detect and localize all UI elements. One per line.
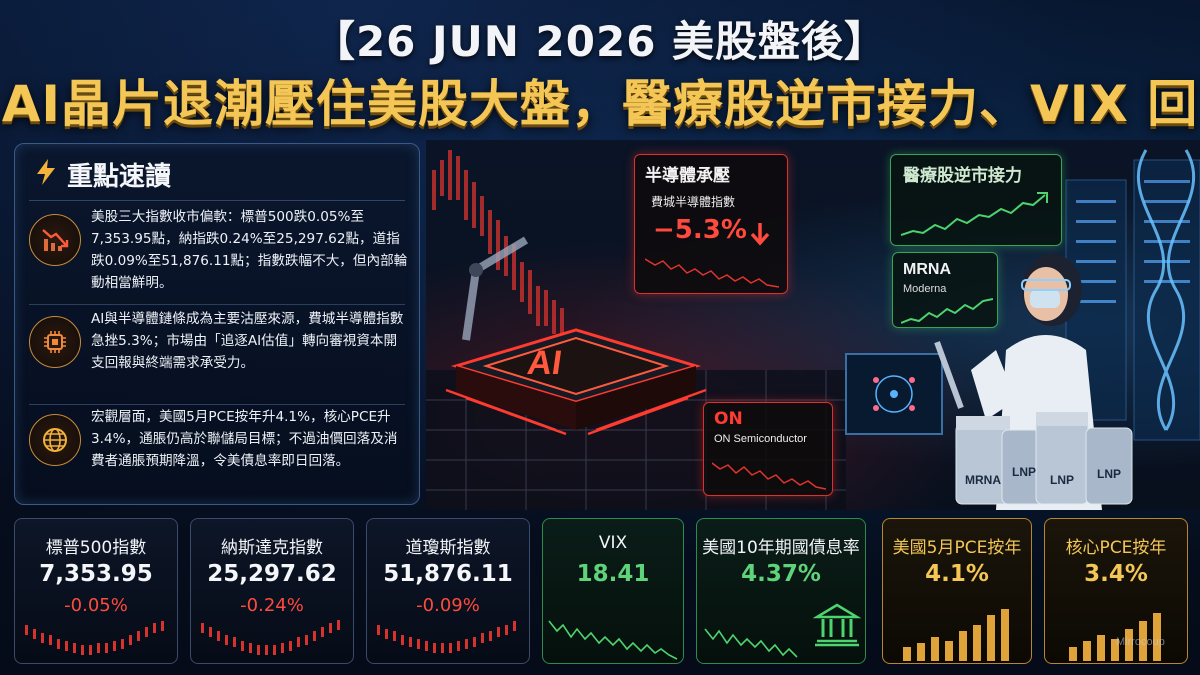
stat-label: 標普500指數 [45,538,147,558]
lightning-icon [35,158,57,190]
watermark: Mirrocoup [1116,636,1165,648]
headline: AI晶片退潮壓住美股大盤，醫療股逆市接力、VIX 回落 [1,75,1199,205]
healthcare-card: 醫療股逆市接力 [890,154,1062,246]
key-point-item: AI與半導體鏈條成為主要沽壓來源，費城半導體指數急挫5.3%；市場由「追逐AI估… [29,308,409,374]
us10y-sparkline [704,628,798,658]
stat-value: 4.1% [925,561,989,587]
stat-card-sp500: 標普500指數 7,353.95 -0.05% [14,518,178,664]
page-title: 【26 JUN 2026 美股盤後】 [312,17,888,66]
stat-value: 4.37% [741,561,821,587]
key-point-text: 美股三大指數收市偏軟：標普500跌0.05%至7,353.95點，納指跌0.24… [91,209,408,291]
divider [29,200,405,201]
sp500-candles [25,621,164,655]
on-semiconductor-card: ON ON Semiconductor [703,402,833,496]
semiconductor-card-value: −5.3% [653,215,747,245]
market-illustration: AI [426,140,1200,510]
key-points-panel: 重點速讀 美股三大指數收市偏軟：標普500跌0.05%至7,353.95點，納指… [14,143,420,505]
stat-change: -0.05% [64,595,128,616]
stat-label: VIX [598,533,628,553]
mrna-card-title: MRNA [903,261,951,278]
key-point-item: 宏觀層面，美國5月PCE按年升4.1%，核心PCE升3.4%，通脹仍高於聯儲局目… [29,406,409,472]
dow-candles [377,621,516,653]
divider [29,404,405,405]
key-point-text: 宏觀層面，美國5月PCE按年升4.1%，核心PCE升3.4%，通脹仍高於聯儲局目… [91,409,398,469]
stat-card-core-pce: 核心PCE按年 3.4% [1044,518,1188,664]
arrow-down-icon [750,223,770,246]
key-points-title: 重點速讀 [67,161,172,192]
on-card-title: ON [714,409,743,429]
divider [29,304,405,305]
healthcare-sparkline [901,192,1048,236]
header: 【26 JUN 2026 美股盤後】 AI晶片退潮壓住美股大盤，醫療股逆市接力、… [0,0,1200,205]
semiconductor-card-title: 半導體承壓 [645,166,730,186]
mrna-card-subtitle: Moderna [903,283,947,295]
server-racks [1065,159,1200,441]
vial-label: MRNA [965,473,1001,487]
bank-icon [813,603,861,647]
stat-change: -0.24% [240,595,304,616]
nasdaq-candles [201,620,340,655]
monitor-icon [845,353,943,435]
chart-down-icon [29,214,81,266]
robot-arm-icon [462,236,529,341]
stat-change: -0.09% [416,595,480,616]
semiconductor-sparkline [645,258,779,288]
stat-card-dow: 道瓊斯指數 51,876.11 -0.09% [366,518,530,664]
stat-card-nasdaq: 納斯達克指數 25,297.62 -0.24% [190,518,354,664]
stat-label: 道瓊斯指數 [405,538,491,558]
stat-label: 美國5月PCE按年 [892,538,1022,558]
chip-icon [29,316,81,368]
vials-icon [955,412,1133,505]
semiconductor-card: 半導體承壓 費城半導體指數 −5.3% [634,154,788,294]
healthcare-card-title: 醫療股逆市接力 [903,166,1022,186]
key-point-item: 美股三大指數收市偏軟：標普500跌0.05%至7,353.95點，納指跌0.24… [29,206,409,294]
mrna-card: MRNA Moderna [892,252,998,328]
stat-card-vix: VIX 18.41 [542,518,684,664]
pce-bars [903,609,1009,661]
ai-chip-icon [445,328,707,436]
vial-label: LNP [1050,473,1074,487]
dna-helix-icon [1136,149,1196,431]
chip-label: AI [525,344,564,382]
stat-card-pce: 美國5月PCE按年 4.1% [882,518,1032,664]
stat-label: 核心PCE按年 [1065,538,1167,558]
stat-label: 納斯達克指數 [221,538,323,558]
on-card-subtitle: ON Semiconductor [714,433,807,445]
core-pce-bars [1069,613,1161,661]
vial-label: LNP [1097,467,1121,481]
semiconductor-card-subtitle: 費城半導體指數 [651,195,736,209]
stat-value: 7,353.95 [39,561,153,587]
vix-sparkline [548,620,678,660]
stat-value: 18.41 [576,561,650,587]
background-candles [432,150,564,338]
on-sparkline [712,462,826,490]
vial-label: LNP [1012,465,1036,479]
stat-value: 51,876.11 [383,561,513,587]
stat-card-us10y: 美國10年期國債息率 4.37% [696,518,866,664]
stat-label: 美國10年期國債息率 [702,538,860,558]
key-points-header: 重點速讀 [35,156,171,192]
stat-value: 3.4% [1084,561,1148,587]
globe-icon [29,414,81,466]
mrna-sparkline [901,298,993,324]
scene-graphics: AI [426,149,1200,510]
key-point-text: AI與半導體鏈條成為主要沽壓來源，費城半導體指數急挫5.3%；市場由「追逐AI估… [91,311,404,371]
stat-value: 25,297.62 [207,561,337,587]
